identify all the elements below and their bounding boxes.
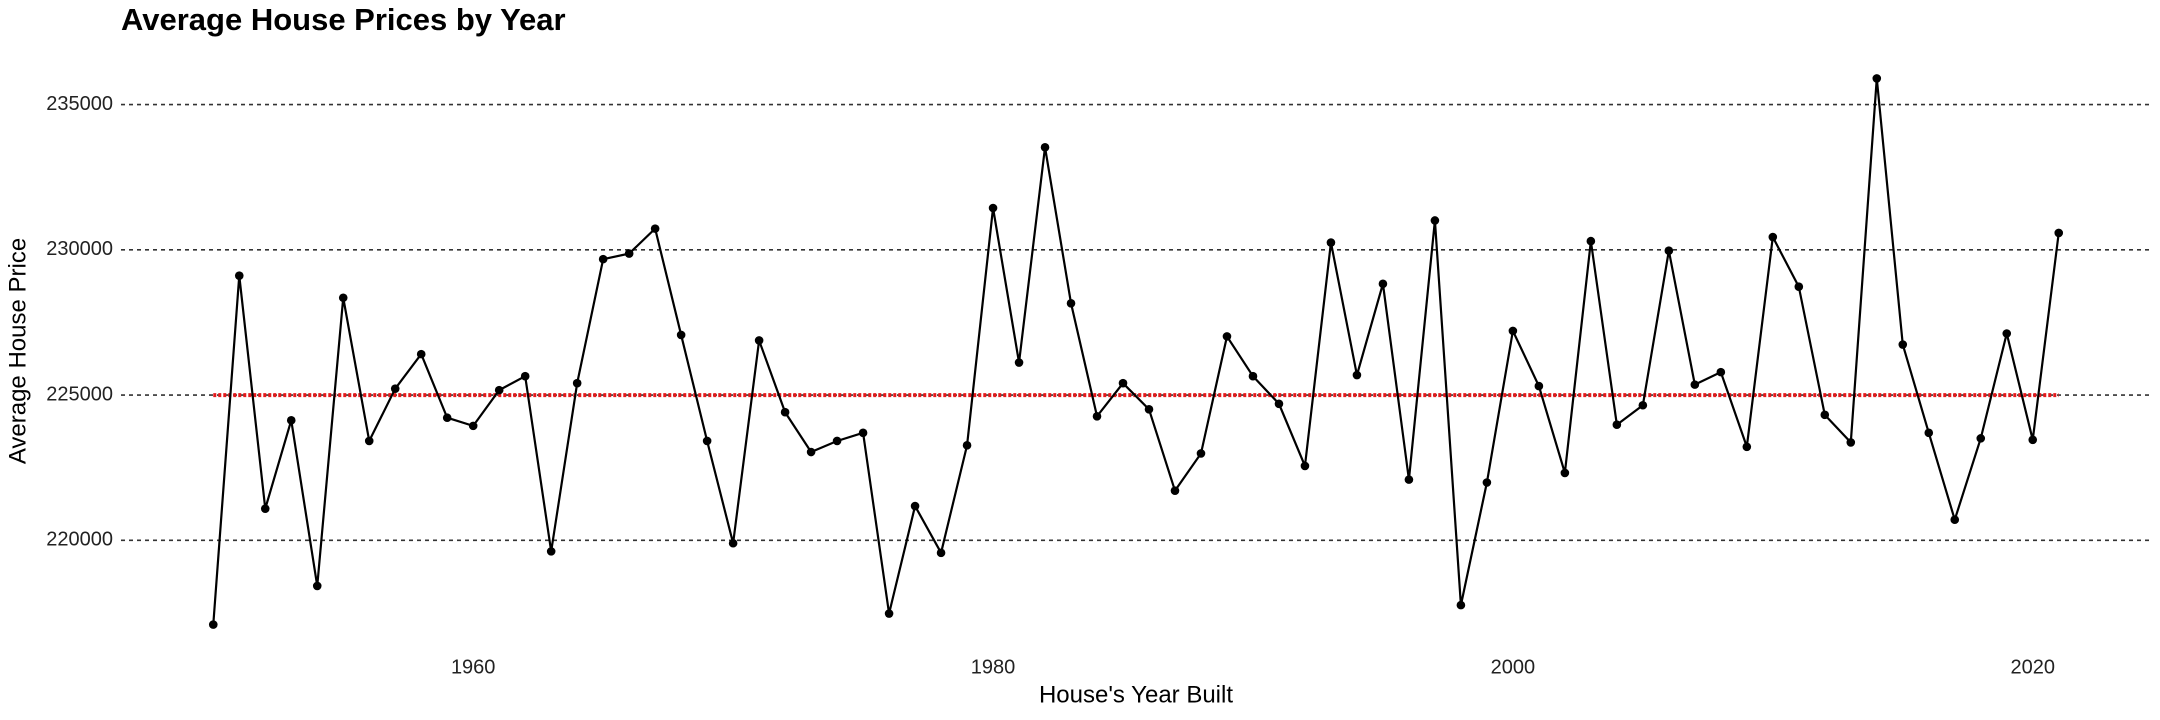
data-point	[728, 538, 738, 548]
data-point	[1274, 399, 1284, 409]
data-point	[1820, 410, 1830, 420]
data-point	[1196, 449, 1206, 458]
data-point	[1326, 238, 1336, 247]
data-point	[624, 249, 634, 258]
data-point	[1118, 378, 1128, 388]
data-point	[1976, 434, 1986, 443]
data-point	[234, 271, 244, 280]
data-point	[1664, 246, 1674, 255]
x-tick-label: 1980	[971, 656, 1016, 678]
x-tick-label: 2000	[1491, 656, 1536, 678]
data-point	[520, 371, 530, 381]
y-tick-label: 225000	[46, 383, 113, 405]
data-point	[1846, 438, 1856, 447]
data-point	[1144, 405, 1154, 414]
data-point	[1742, 442, 1752, 452]
data-point	[2054, 228, 2064, 238]
data-point	[312, 581, 322, 591]
data-point	[650, 224, 660, 233]
data-point	[1014, 358, 1024, 367]
data-point	[962, 441, 972, 450]
data-point	[1560, 468, 1570, 478]
data-point	[1768, 232, 1778, 242]
data-point	[1690, 380, 1700, 389]
data-point	[2002, 329, 2012, 338]
data-point	[884, 609, 894, 618]
data-point	[1482, 478, 1492, 487]
data-point	[2028, 435, 2038, 445]
data-point	[572, 378, 582, 388]
y-tick-label: 230000	[46, 238, 113, 260]
data-point	[1378, 279, 1388, 289]
data-point	[1170, 486, 1180, 495]
data-point	[286, 416, 296, 425]
data-point	[1794, 282, 1804, 292]
data-point	[1456, 600, 1466, 610]
data-point	[390, 384, 400, 393]
data-point	[1950, 515, 1960, 524]
data-point	[1586, 236, 1596, 246]
data-point	[754, 336, 764, 345]
data-point	[1534, 381, 1544, 391]
x-tick-label: 1960	[451, 656, 496, 678]
data-point	[442, 413, 452, 423]
data-point	[1352, 370, 1362, 380]
data-point	[1898, 340, 1908, 349]
data-point	[910, 501, 920, 511]
series-line	[212, 78, 2060, 625]
data-point	[988, 203, 998, 213]
data-point	[676, 330, 686, 340]
data-point	[1092, 411, 1102, 421]
data-point	[364, 436, 374, 446]
data-point	[832, 436, 842, 446]
data-point	[1430, 216, 1440, 225]
data-point	[494, 385, 504, 395]
data-point	[1638, 400, 1648, 410]
data-point	[702, 436, 712, 446]
y-tick-label: 235000	[46, 93, 113, 115]
data-point	[858, 428, 868, 438]
data-point	[546, 547, 556, 556]
data-point	[1924, 428, 1934, 438]
y-tick-label: 220000	[46, 529, 113, 551]
data-point	[806, 447, 816, 457]
data-point	[1222, 332, 1232, 341]
x-tick-label: 2020	[2010, 656, 2055, 678]
chart-title: Average House Prices by Year	[121, 2, 566, 37]
data-point	[468, 421, 478, 431]
data-point	[1872, 74, 1882, 83]
data-point	[598, 254, 608, 264]
data-point	[260, 504, 270, 513]
data-point	[338, 293, 348, 303]
data-point	[1300, 461, 1310, 471]
data-point	[780, 407, 790, 417]
data-point	[1716, 367, 1726, 377]
data-point	[1248, 371, 1258, 381]
data-point	[208, 620, 218, 629]
data-point	[1404, 475, 1414, 484]
data-point	[1612, 420, 1622, 430]
data-point	[936, 548, 946, 558]
data-point	[1508, 326, 1518, 336]
data-point	[1066, 298, 1076, 308]
data-point	[1040, 142, 1050, 152]
y-axis-title: Average House Price	[4, 238, 31, 464]
x-axis-title: House's Year Built	[1039, 681, 1233, 708]
data-point	[416, 349, 426, 359]
